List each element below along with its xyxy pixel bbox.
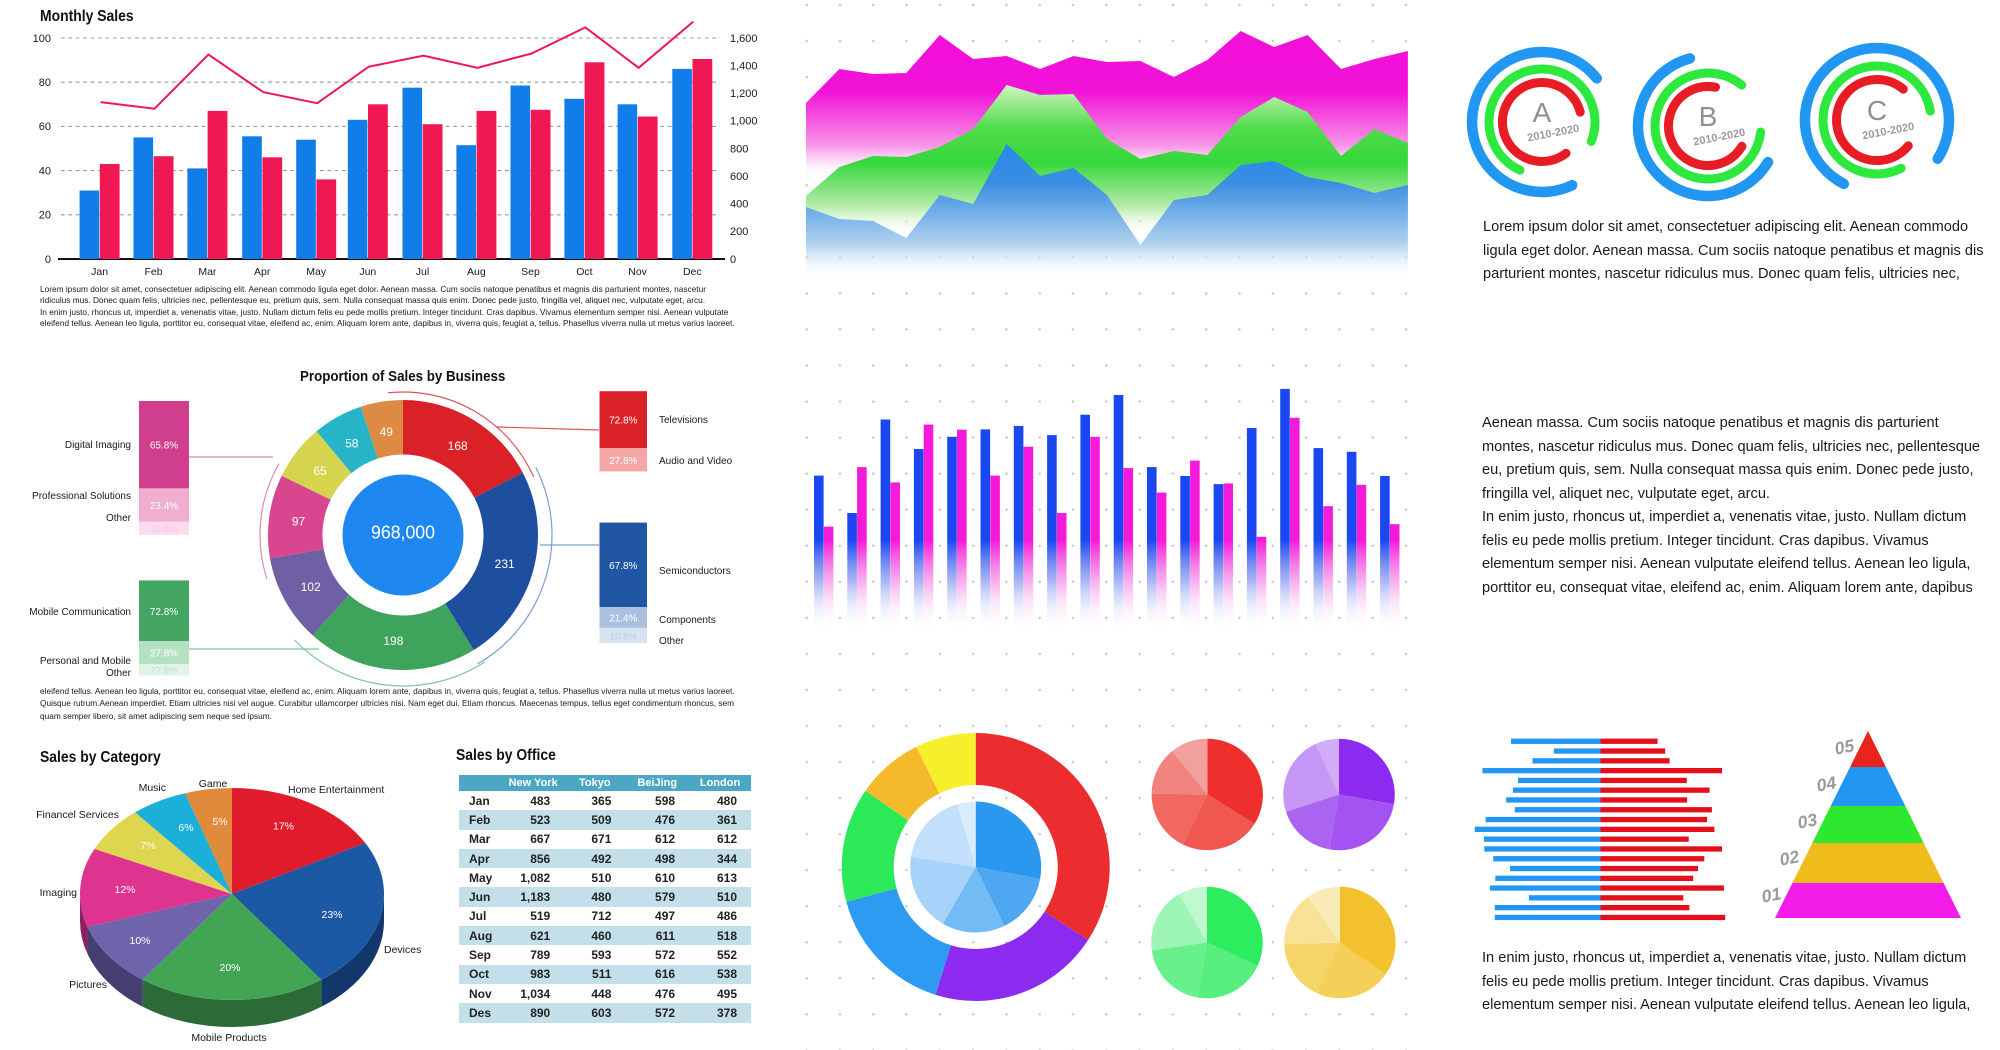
- svg-text:Nov: Nov: [628, 266, 647, 278]
- svg-text:27.8%: 27.8%: [609, 456, 637, 467]
- svg-text:49: 49: [380, 425, 394, 439]
- svg-text:Dec: Dec: [683, 266, 702, 278]
- svg-text:5%: 5%: [212, 816, 227, 828]
- svg-text:0: 0: [45, 254, 51, 266]
- svg-text:Game: Game: [199, 778, 228, 790]
- svg-text:968,000: 968,000: [371, 523, 435, 543]
- svg-text:20: 20: [39, 210, 51, 222]
- svg-text:198: 198: [383, 634, 403, 648]
- svg-text:Jan: Jan: [91, 266, 108, 278]
- svg-text:Imaging: Imaging: [40, 887, 78, 899]
- svg-text:1,400: 1,400: [730, 60, 758, 72]
- svg-text:Audio and Video: Audio and Video: [659, 456, 733, 467]
- svg-text:23%: 23%: [321, 909, 342, 921]
- svg-text:72.8%: 72.8%: [150, 607, 178, 618]
- svg-text:1,000: 1,000: [730, 116, 758, 128]
- svg-text:Components: Components: [659, 615, 716, 626]
- svg-text:Mobile Products: Mobile Products: [191, 1032, 266, 1044]
- svg-text:65.8%: 65.8%: [150, 441, 178, 452]
- svg-text:Oct: Oct: [576, 266, 592, 278]
- svg-text:04: 04: [1815, 772, 1838, 795]
- svg-text:168: 168: [448, 439, 468, 453]
- svg-text:21.4%: 21.4%: [609, 613, 637, 624]
- svg-text:100: 100: [33, 33, 51, 45]
- svg-text:58: 58: [345, 437, 359, 451]
- svg-text:Jun: Jun: [359, 266, 376, 278]
- svg-text:Devices: Devices: [384, 944, 421, 956]
- svg-text:Personal and Mobile: Personal and Mobile: [40, 656, 132, 667]
- svg-text:Televisions: Televisions: [659, 415, 708, 426]
- svg-text:231: 231: [495, 557, 515, 571]
- svg-text:Mar: Mar: [198, 266, 217, 278]
- svg-text:Financel Services: Financel Services: [36, 809, 119, 821]
- svg-text:23.4%: 23.4%: [150, 501, 178, 512]
- svg-text:800: 800: [730, 143, 748, 155]
- svg-text:Other: Other: [106, 513, 132, 524]
- svg-text:01: 01: [1760, 883, 1783, 906]
- svg-text:Jul: Jul: [416, 266, 429, 278]
- svg-text:02: 02: [1778, 846, 1801, 869]
- svg-text:May: May: [306, 266, 327, 278]
- svg-text:Professional Solutions: Professional Solutions: [32, 491, 131, 502]
- svg-text:A: A: [1533, 97, 1552, 128]
- svg-text:Other: Other: [106, 668, 132, 679]
- svg-text:Music: Music: [139, 782, 166, 794]
- svg-text:10.8%: 10.8%: [610, 632, 637, 643]
- svg-text:97: 97: [292, 514, 306, 528]
- svg-text:1,600: 1,600: [730, 33, 758, 45]
- svg-text:Home Entertainment: Home Entertainment: [288, 784, 384, 796]
- svg-text:200: 200: [730, 226, 748, 238]
- svg-text:Aug: Aug: [467, 266, 486, 278]
- svg-text:40: 40: [39, 165, 51, 177]
- svg-text:Feb: Feb: [144, 266, 162, 278]
- svg-text:27.8%: 27.8%: [151, 666, 178, 677]
- svg-text:05: 05: [1833, 735, 1856, 758]
- svg-text:600: 600: [730, 171, 748, 183]
- svg-text:Sep: Sep: [521, 266, 540, 278]
- svg-text:6%: 6%: [178, 822, 193, 834]
- svg-text:0: 0: [730, 254, 736, 266]
- svg-text:20%: 20%: [219, 962, 240, 974]
- svg-text:B: B: [1699, 101, 1718, 132]
- svg-text:7%: 7%: [140, 840, 155, 852]
- svg-text:400: 400: [730, 199, 748, 211]
- svg-text:Mobile Communication: Mobile Communication: [29, 607, 131, 618]
- svg-text:102: 102: [301, 580, 321, 594]
- svg-text:10%: 10%: [129, 935, 150, 947]
- svg-text:67.8%: 67.8%: [609, 561, 637, 572]
- svg-text:27.8%: 27.8%: [150, 649, 178, 660]
- svg-text:80: 80: [39, 77, 51, 89]
- svg-text:Semiconductors: Semiconductors: [659, 566, 731, 577]
- svg-text:60: 60: [39, 121, 51, 133]
- svg-text:12%: 12%: [114, 884, 135, 896]
- svg-text:Pictures: Pictures: [69, 979, 107, 991]
- svg-text:03: 03: [1796, 809, 1819, 832]
- svg-text:17%: 17%: [273, 821, 294, 833]
- svg-text:Apr: Apr: [254, 266, 271, 278]
- svg-text:10.8%: 10.8%: [151, 524, 178, 535]
- svg-text:C: C: [1867, 95, 1887, 126]
- svg-text:1,200: 1,200: [730, 88, 758, 100]
- svg-text:Digital Imaging: Digital Imaging: [65, 440, 131, 451]
- svg-text:Other: Other: [659, 636, 685, 647]
- svg-text:65: 65: [313, 464, 327, 478]
- svg-text:72.8%: 72.8%: [609, 416, 637, 427]
